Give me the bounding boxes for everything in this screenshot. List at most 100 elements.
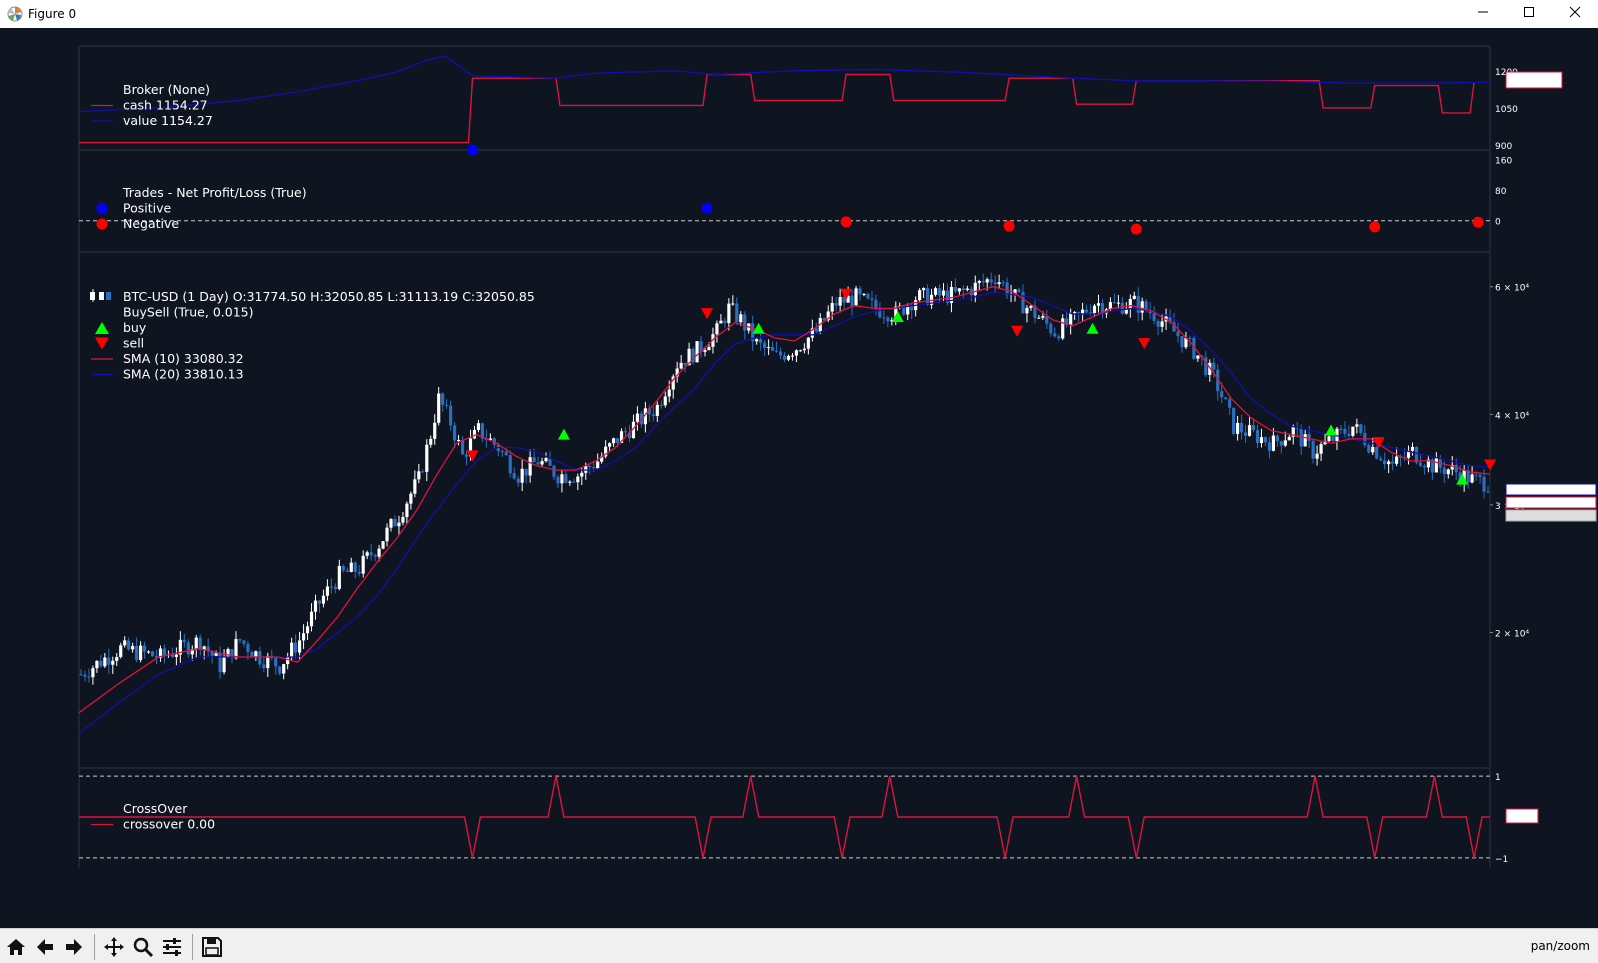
candle-body — [703, 350, 707, 352]
candle-body — [317, 600, 322, 604]
candle-body — [429, 438, 433, 445]
candle-body — [1132, 295, 1136, 299]
candle-body — [735, 303, 739, 323]
candle-body — [95, 660, 99, 669]
candle-body — [361, 555, 365, 574]
candle-body — [953, 286, 957, 292]
zoom-button[interactable] — [130, 934, 156, 960]
legend-entry: SMA (10) 33080.32 — [123, 351, 244, 366]
candle-body — [830, 303, 834, 312]
candle-body — [1148, 310, 1152, 314]
candle-body — [1239, 422, 1244, 433]
window-title: Figure 0 — [28, 7, 77, 21]
candle-body — [1379, 458, 1383, 461]
candle-body — [337, 565, 341, 589]
candle-body — [524, 468, 528, 476]
series-line-cash — [79, 73, 1475, 144]
last-value-tag — [1505, 483, 1597, 496]
save-button[interactable] — [199, 934, 225, 960]
candle-body — [1482, 476, 1486, 492]
candle-body — [413, 479, 417, 494]
candle-body — [945, 290, 950, 303]
candle-body — [536, 462, 540, 465]
candle-body — [810, 328, 814, 338]
trade-negative-point — [1369, 221, 1381, 233]
last-value-tag — [1505, 71, 1563, 89]
candle-body — [918, 290, 922, 301]
candle-body — [751, 323, 755, 342]
candle-body — [910, 305, 914, 311]
candle-body — [298, 640, 302, 653]
candle-body — [759, 339, 763, 343]
candle-body — [850, 295, 854, 307]
candle-body — [1287, 436, 1291, 441]
minimize-button[interactable] — [1460, 0, 1506, 28]
candle-body — [1486, 491, 1490, 493]
home-button[interactable] — [3, 934, 29, 960]
candle-body — [453, 425, 457, 441]
candle-body — [774, 350, 779, 352]
candle-body — [631, 421, 636, 439]
series-line-value — [78, 55, 1491, 113]
candle-body — [1383, 460, 1387, 465]
candle-body — [548, 458, 552, 466]
buy-marker — [1325, 424, 1338, 436]
candle-body — [250, 652, 254, 658]
candle-body — [401, 517, 405, 523]
candle-body — [1021, 291, 1025, 314]
candle-body — [965, 288, 969, 290]
y-tick-label: 2 × 10⁴ — [1495, 629, 1529, 639]
candle-body — [1263, 437, 1268, 443]
candle-body — [294, 642, 298, 653]
candle-body — [1367, 444, 1371, 453]
maximize-button[interactable] — [1506, 0, 1552, 28]
candle-body — [727, 303, 731, 324]
pan-button[interactable] — [101, 934, 127, 960]
candle-body — [170, 654, 174, 657]
forward-button[interactable] — [61, 934, 87, 960]
candle-body — [417, 471, 421, 480]
candle-body — [425, 444, 429, 472]
y-tick-label: 160 — [1495, 157, 1512, 167]
candle-body — [1406, 450, 1411, 458]
candle-body — [1116, 302, 1120, 304]
minimize-icon — [1478, 11, 1488, 13]
candle-body — [1025, 307, 1029, 314]
candle-body — [174, 654, 178, 657]
legend-swatch — [95, 337, 109, 350]
y-tick-label: −1 — [1495, 855, 1508, 865]
candle-body — [655, 404, 659, 416]
candle-body — [838, 297, 842, 306]
last-value-tag — [1505, 808, 1539, 824]
candle-body — [822, 318, 826, 321]
close-button[interactable] — [1552, 0, 1598, 28]
candle-body — [79, 674, 83, 676]
candle-body — [290, 642, 294, 657]
candle-body — [1387, 461, 1391, 465]
candle-body — [635, 413, 640, 422]
candle-body — [500, 451, 504, 453]
configure-subplots-button[interactable] — [159, 934, 185, 960]
candle-body — [1172, 322, 1176, 332]
candle-body — [1212, 362, 1216, 370]
candle-body — [1275, 435, 1279, 442]
legend-entry: BuySell (True, 0.015) — [123, 305, 253, 320]
candle-body — [894, 306, 898, 321]
trade-negative-point — [1130, 223, 1142, 235]
candle-body — [369, 552, 373, 556]
candle-body — [767, 347, 771, 349]
arrow-right-icon — [66, 939, 82, 955]
candle-body — [691, 348, 695, 363]
candle-body — [218, 652, 222, 673]
candle-body — [1176, 331, 1180, 337]
candle-body — [99, 660, 103, 667]
candle-body — [842, 297, 846, 303]
candle-body — [528, 457, 532, 476]
figure-canvas[interactable]: 12001050900Broker (None)cash 1154.27valu… — [0, 28, 1598, 928]
candle-body — [647, 408, 651, 415]
y-tick-label: 6 × 10⁴ — [1495, 284, 1529, 294]
close-icon — [1569, 6, 1581, 18]
back-button[interactable] — [32, 934, 58, 960]
candle-body — [572, 481, 576, 483]
candle-body — [794, 350, 799, 356]
